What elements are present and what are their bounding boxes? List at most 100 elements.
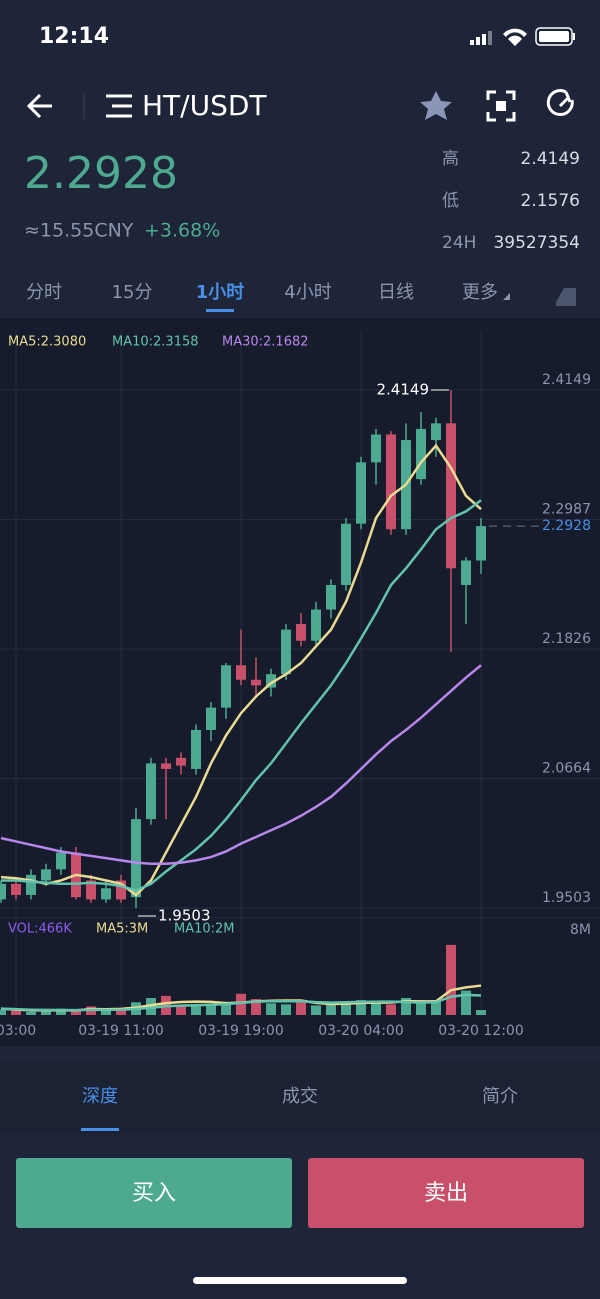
chart-background (0, 318, 600, 1046)
refresh-button[interactable] (546, 89, 574, 116)
candle-body (191, 729, 201, 769)
candle-body (266, 674, 276, 688)
volume-bar (356, 1000, 366, 1015)
volume-bar (11, 1010, 21, 1015)
y-tick-label: 2.1826 (542, 631, 591, 647)
volume-bar (371, 1001, 381, 1015)
candle-body (26, 874, 36, 895)
volume-bar (476, 1010, 486, 1015)
candle-body (101, 888, 111, 900)
volume-bar (236, 993, 246, 1015)
volume-bar (296, 1002, 306, 1015)
stat-value: 39527354 (493, 233, 580, 253)
candle-body (281, 629, 291, 675)
sell-label: 卖出 (424, 1181, 468, 1206)
stat-label: 高 (442, 149, 459, 169)
x-tick-label: 03-20 12:00 (438, 1023, 523, 1039)
last-price: 2.2928 (24, 148, 178, 199)
y-tick-label: 2.0664 (542, 761, 591, 777)
volume-bar (191, 1006, 201, 1015)
volume-bar (41, 1010, 51, 1015)
ma-legend: MA30:2.1682 (222, 335, 309, 350)
candle-body (11, 883, 21, 895)
volume-bar (416, 1003, 426, 1015)
stat-label: 24H (442, 233, 476, 253)
volume-bar (176, 1005, 186, 1015)
volume-bar (221, 1002, 231, 1015)
buy-label: 买入 (132, 1181, 176, 1206)
status-time: 12:14 (39, 24, 109, 49)
status-icons (470, 27, 575, 46)
volume-bar (56, 1008, 66, 1015)
candle-body (371, 434, 381, 463)
bottom-tabs: 深度 成交 简介 (81, 1086, 518, 1131)
candle-body (146, 763, 156, 820)
candle-body (56, 852, 66, 870)
volume-bar (431, 1000, 441, 1015)
candle-body (431, 423, 441, 441)
bottom-tab[interactable]: 简介 (482, 1086, 518, 1107)
candle-body (161, 763, 171, 769)
buy-button[interactable] (16, 1158, 292, 1228)
volume-bar (101, 1010, 111, 1015)
favorite-button[interactable] (420, 91, 452, 120)
x-tick-label: 03:00 (0, 1023, 36, 1039)
scan-button[interactable] (486, 90, 516, 122)
volume-ma-legend: MA5:3M (96, 922, 148, 937)
pair-title: HT/USDT (142, 89, 267, 122)
volume-bar (281, 1004, 291, 1015)
bottom-tab[interactable]: 成交 (282, 1086, 318, 1107)
x-tick-label: 03-19 11:00 (78, 1023, 163, 1039)
stat-value: 2.1576 (521, 191, 580, 211)
ma-line (0, 664, 482, 865)
active-tab-indicator (81, 1128, 119, 1131)
volume-bar (386, 1004, 396, 1015)
candle-body (41, 869, 51, 881)
menu-icon[interactable] (106, 94, 132, 118)
bottom-tab[interactable]: 深度 (82, 1086, 118, 1107)
volume-bar (446, 944, 456, 1015)
ma-line (1, 499, 482, 892)
volume-bar (326, 1004, 336, 1015)
volume-bar (311, 1005, 321, 1015)
settings-icon[interactable] (556, 288, 576, 306)
candle-body (356, 462, 366, 524)
kline-chart: 03:00 03-19 11:00 03-19 19:00 03-20 04:00 03… (0, 330, 600, 1039)
back-button[interactable] (26, 93, 52, 119)
low-label: 1.9503 (158, 907, 211, 925)
ma-legend: MA10:2.3158 (112, 335, 199, 350)
bottom-tab-bar (0, 1062, 600, 1134)
candle-body (311, 609, 321, 641)
period-tab[interactable]: 4小时 (284, 282, 331, 303)
period-tab[interactable]: 15分 (112, 282, 153, 303)
current-price-label: 2.2928 (542, 518, 591, 534)
volume-tick-label: 8M (570, 922, 591, 938)
y-tick-label: 2.4149 (542, 372, 591, 388)
stats: 高 2.4149 低 2.1576 24H 39527354 (442, 149, 580, 253)
stat-label: 低 (442, 191, 459, 211)
period-tab[interactable]: 分时 (26, 282, 62, 303)
ma-line (0, 993, 482, 1012)
x-tick-label: 03-20 04:00 (318, 1023, 403, 1039)
ma-legend: MA5:2.3080 (8, 335, 86, 350)
candle-body (131, 819, 141, 898)
period-tab[interactable]: 更多 (462, 282, 498, 303)
period-tab[interactable]: 日线 (378, 282, 414, 303)
volume-bar (341, 1002, 351, 1015)
volume-bar (206, 1005, 216, 1015)
volume-legend: VOL:466K (8, 922, 72, 937)
candle-body (296, 624, 306, 641)
active-tab-indicator (206, 309, 234, 312)
more-arrow (503, 293, 510, 300)
candle-body (446, 423, 456, 569)
candle-body (221, 665, 231, 708)
y-tick-label: 2.2987 (542, 502, 591, 518)
volume-ma-legend: MA10:2M (174, 922, 235, 937)
stat-value: 2.4149 (521, 149, 580, 169)
home-indicator (193, 1277, 407, 1284)
sell-button[interactable] (308, 1158, 584, 1228)
period-tab[interactable]: 1小时 (196, 282, 245, 303)
cny-price: ≈15.55CNY (24, 220, 134, 242)
